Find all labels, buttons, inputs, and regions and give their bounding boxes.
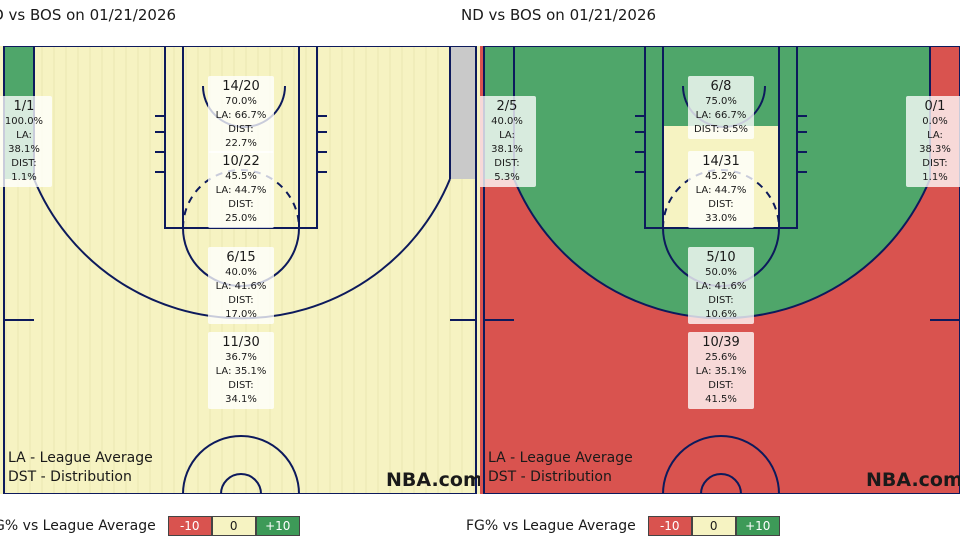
zone-midrange: 5/10 50.0% LA: 41.6% DIST: 10.6% <box>688 247 754 324</box>
shot-chart-right: 2/5 40.0% LA: 38.1% DIST: 5.3% 6/8 75.0% LA… <box>480 46 960 494</box>
scale-swatch-high: +10 <box>735 516 780 536</box>
center-circle-inner <box>220 473 262 494</box>
zone-above-break: 11/30 36.7% LA: 35.1% DIST: 34.1% <box>208 332 274 409</box>
zone-above-break: 10/39 25.6% LA: 35.1% DIST: 41.5% <box>688 332 754 409</box>
scale-swatch-low: -10 <box>167 516 212 536</box>
zone-right-corner: 0/1 0.0% LA: 38.3% DIST: 1.1% <box>906 96 960 187</box>
zone-paint: 10/22 45.5% LA: 44.7% DIST: 25.0% <box>208 151 274 228</box>
free-throw-circle-dashed <box>662 169 780 229</box>
center-circle <box>182 435 300 494</box>
scale-label: FG% vs League Average <box>0 518 156 534</box>
scale-label: FG% vs League Average <box>466 518 636 534</box>
lane-inner <box>662 46 780 229</box>
scale-swatch-low: -10 <box>647 516 692 536</box>
court-boundary <box>3 46 477 494</box>
zone-left-corner: 1/1 100.0% LA: 38.1% DIST: 1.1% <box>0 96 52 187</box>
fg-scale-right: FG% vs League Average -10 0 +10 <box>466 516 780 536</box>
title-right: ND vs BOS on 01/21/2026 <box>461 6 657 24</box>
brand-logo: NBA.com <box>866 469 960 491</box>
center-circle-inner <box>700 473 742 494</box>
scale-swatch-mid: 0 <box>211 516 256 536</box>
lane-inner <box>182 46 300 229</box>
zone-fill-right-corner <box>450 46 476 179</box>
free-throw-circle-dashed <box>182 169 300 229</box>
court-boundary <box>483 46 960 494</box>
legend-dst: DST - Distribution <box>8 469 132 485</box>
zone-restricted: 14/20 70.0% LA: 66.7% DIST: 22.7% <box>208 76 274 153</box>
brand-logo: NBA.com <box>386 469 480 491</box>
title-left: ND vs BOS on 01/21/2026 <box>0 6 177 24</box>
legend-dst: DST - Distribution <box>488 469 612 485</box>
zone-paint: 14/31 45.2% LA: 44.7% DIST: 33.0% <box>688 151 754 228</box>
shot-chart-left: 1/1 100.0% LA: 38.1% DIST: 1.1% 14/20 70.0%… <box>0 46 480 494</box>
zone-midrange: 6/15 40.0% LA: 41.6% DIST: 17.0% <box>208 247 274 324</box>
fg-scale-left: FG% vs League Average -10 0 +10 <box>0 516 300 536</box>
scale-swatch-high: +10 <box>255 516 300 536</box>
scale-swatch-mid: 0 <box>691 516 736 536</box>
zone-restricted: 6/8 75.0% LA: 66.7% DIST: 8.5% <box>688 76 754 139</box>
center-circle <box>662 435 780 494</box>
zone-left-corner: 2/5 40.0% LA: 38.1% DIST: 5.3% <box>480 96 536 187</box>
legend-la: LA - League Average <box>488 450 633 466</box>
legend-la: LA - League Average <box>8 450 153 466</box>
